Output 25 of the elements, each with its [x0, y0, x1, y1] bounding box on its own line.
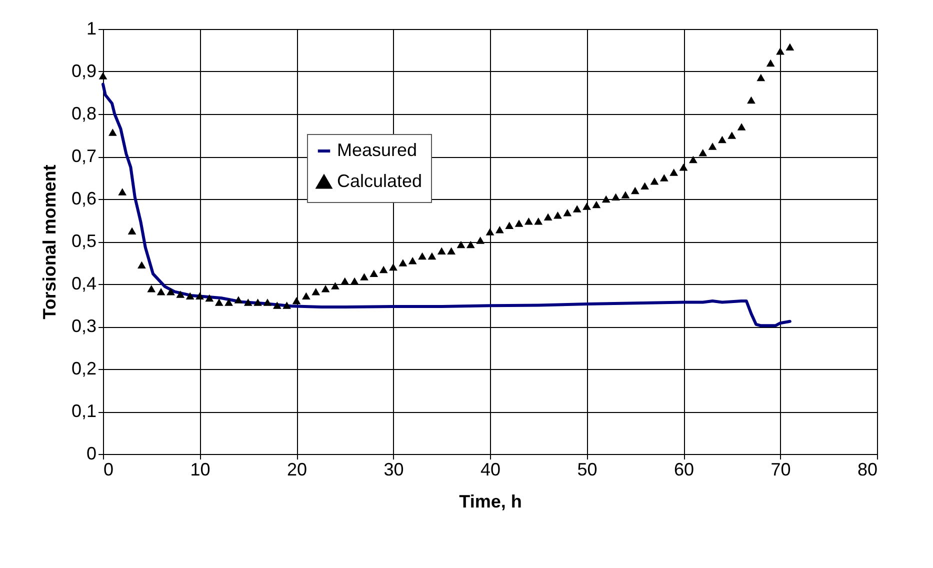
y-tick-label: 0,4 [71, 274, 96, 294]
y-tick-label: 0,9 [71, 61, 96, 81]
line-series [102, 82, 792, 328]
y-tick-label: 0,8 [71, 104, 96, 124]
x-tick-label: 20 [286, 460, 308, 480]
y-tick-label: 1 [86, 18, 96, 38]
x-axis-title: Time, h [459, 492, 522, 512]
y-tick-label: 0,3 [71, 316, 96, 336]
y-axis-title: Torsional moment [39, 164, 60, 320]
x-tick-label: 70 [770, 460, 791, 480]
y-tick-label: 0,6 [71, 188, 96, 208]
x-tick-label: 60 [674, 460, 694, 480]
y-tick-label: 0,7 [71, 146, 96, 166]
x-tick-label: 80 [857, 460, 878, 480]
x-tick-label: 10 [190, 460, 210, 480]
y-tick-label: 0,1 [71, 401, 96, 421]
y-tick-label: 0,2 [71, 358, 96, 378]
x-tick-label: 50 [577, 460, 598, 480]
legend-label: Calculated [337, 171, 422, 191]
legend-label: Measured [337, 140, 418, 160]
x-tick-label: 40 [480, 460, 501, 480]
y-tick-label: 0,5 [71, 231, 96, 251]
x-tick-label: 0 [104, 460, 114, 480]
y-tick-label: 0 [86, 444, 96, 464]
x-tick-label: 30 [384, 460, 404, 480]
